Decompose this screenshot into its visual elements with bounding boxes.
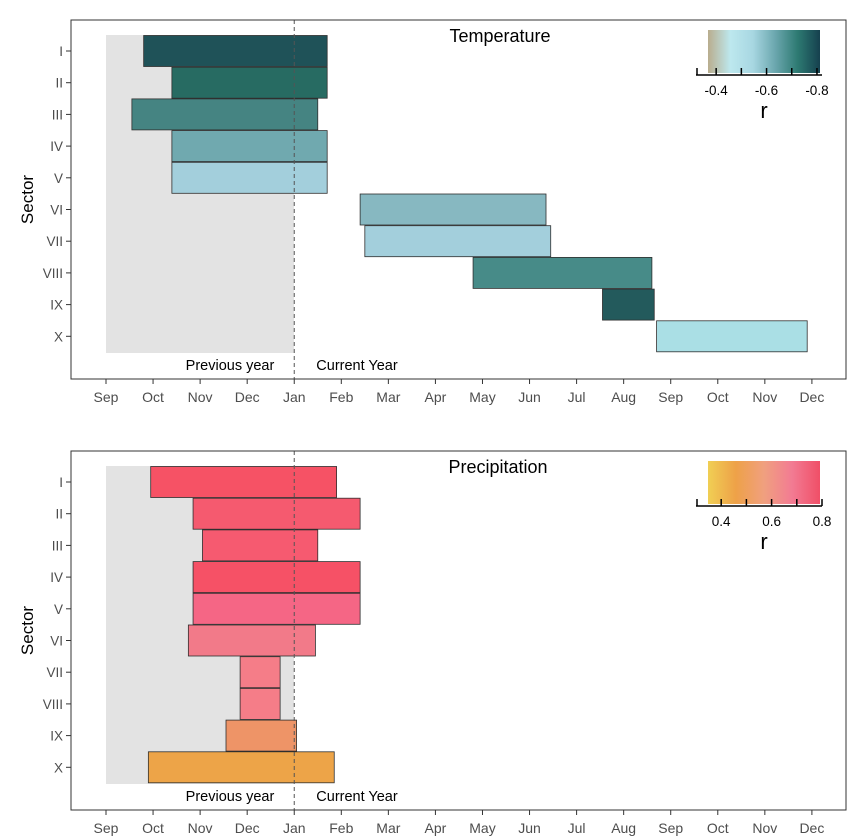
y-tick-label: X	[54, 329, 63, 344]
x-tick-label: Jan	[283, 820, 306, 836]
panel-border	[70, 19, 847, 380]
x-tick-label: Dec	[799, 389, 824, 405]
y-tick-label: IX	[50, 729, 63, 744]
legend-tick-label: -0.4	[705, 83, 729, 98]
x-tick-label: Feb	[329, 820, 353, 836]
x-tick-label: Oct	[707, 389, 729, 405]
bar-sector-v	[192, 592, 361, 625]
previous-year-label: Previous year	[186, 789, 275, 805]
legend-title: r	[760, 98, 767, 123]
legend-tick-label: 0.6	[762, 514, 781, 529]
bar-sector-viii	[239, 688, 281, 720]
legend-colorbar	[708, 461, 820, 504]
x-tick-label: Sep	[94, 389, 119, 405]
bar-sector-vii	[239, 656, 281, 689]
y-tick-label: VII	[46, 234, 63, 249]
y-tick-label: V	[54, 602, 63, 617]
bar-sector-i	[143, 35, 328, 67]
bar-sector-x	[147, 751, 335, 784]
panel-title: Temperature	[449, 26, 550, 46]
x-tick-label: Aug	[611, 389, 636, 405]
panel-title: Precipitation	[448, 457, 547, 477]
legend-title: r	[760, 529, 767, 554]
x-tick-label: Jan	[283, 389, 306, 405]
x-tick-label: Mar	[376, 820, 400, 836]
x-tick-label: Aug	[611, 820, 636, 836]
bar-sector-viii	[472, 256, 653, 289]
y-tick-label: VIII	[43, 697, 63, 712]
x-tick-label: Feb	[329, 389, 353, 405]
y-tick-label: I	[59, 475, 63, 490]
x-tick-label: Dec	[235, 820, 260, 836]
bar-sector-ix	[225, 719, 297, 752]
bar-sector-vii	[364, 225, 552, 258]
y-tick-label: IV	[50, 570, 63, 585]
x-tick-label: Apr	[425, 389, 447, 405]
y-axis-title: Sector	[18, 175, 37, 224]
x-tick-label: Oct	[142, 389, 164, 405]
legend-tick-label: 0.4	[712, 514, 731, 529]
x-tick-label: Jun	[518, 389, 541, 405]
y-tick-label: V	[54, 171, 63, 186]
x-tick-label: Jul	[568, 820, 586, 836]
x-tick-label: May	[469, 820, 495, 836]
y-tick-label: IV	[50, 139, 63, 154]
bar-sector-ix	[602, 288, 655, 321]
bar-sector-vi	[187, 624, 316, 657]
current-year-label: Current Year	[316, 358, 398, 374]
x-tick-label: Sep	[658, 389, 683, 405]
bar-sector-iv	[192, 561, 361, 593]
x-tick-label: May	[469, 389, 495, 405]
x-tick-label: Sep	[658, 820, 683, 836]
panel-border	[70, 450, 847, 811]
y-tick-label: IX	[50, 298, 63, 313]
y-tick-label: VIII	[43, 266, 63, 281]
bar-sector-iii	[202, 529, 319, 562]
y-tick-label: II	[55, 76, 63, 91]
x-tick-label: Mar	[376, 389, 400, 405]
legend-colorbar	[708, 30, 820, 73]
y-tick-label: I	[59, 44, 63, 59]
x-tick-label: Nov	[188, 389, 213, 405]
x-tick-label: Apr	[425, 820, 447, 836]
y-tick-label: II	[55, 507, 63, 522]
y-tick-label: VII	[46, 665, 63, 680]
bar-sector-ii	[171, 66, 328, 99]
bar-sector-x	[656, 320, 808, 353]
x-tick-label: Jul	[568, 389, 586, 405]
y-tick-label: III	[52, 538, 63, 553]
bar-sector-ii	[192, 497, 361, 530]
x-tick-label: Oct	[142, 820, 164, 836]
current-year-label: Current Year	[316, 789, 398, 805]
y-tick-label: VI	[50, 634, 63, 649]
x-tick-label: Jun	[518, 820, 541, 836]
y-tick-label: X	[54, 760, 63, 775]
previous-year-label: Previous year	[186, 358, 275, 374]
y-tick-label: VI	[50, 203, 63, 218]
bar-sector-i	[150, 466, 337, 498]
legend-tick-label: -0.8	[805, 83, 828, 98]
x-tick-label: Sep	[94, 820, 119, 836]
bar-sector-iii	[131, 98, 319, 131]
bar-sector-iv	[171, 130, 328, 163]
x-tick-label: Oct	[707, 820, 729, 836]
x-tick-label: Nov	[752, 389, 777, 405]
y-tick-label: III	[52, 107, 63, 122]
y-axis-title: Sector	[18, 606, 37, 655]
bar-sector-v	[171, 161, 328, 194]
x-tick-label: Dec	[235, 389, 260, 405]
x-tick-label: Nov	[752, 820, 777, 836]
x-tick-label: Dec	[799, 820, 824, 836]
bar-sector-vi	[359, 193, 547, 226]
legend-tick-label: 0.8	[813, 514, 832, 529]
x-tick-label: Nov	[188, 820, 213, 836]
color-legend: -0.4 -0.6 -0.8 r	[696, 30, 829, 123]
legend-tick-label: -0.6	[755, 83, 778, 98]
color-legend: 0.4 0.6 0.8 r	[696, 461, 831, 554]
